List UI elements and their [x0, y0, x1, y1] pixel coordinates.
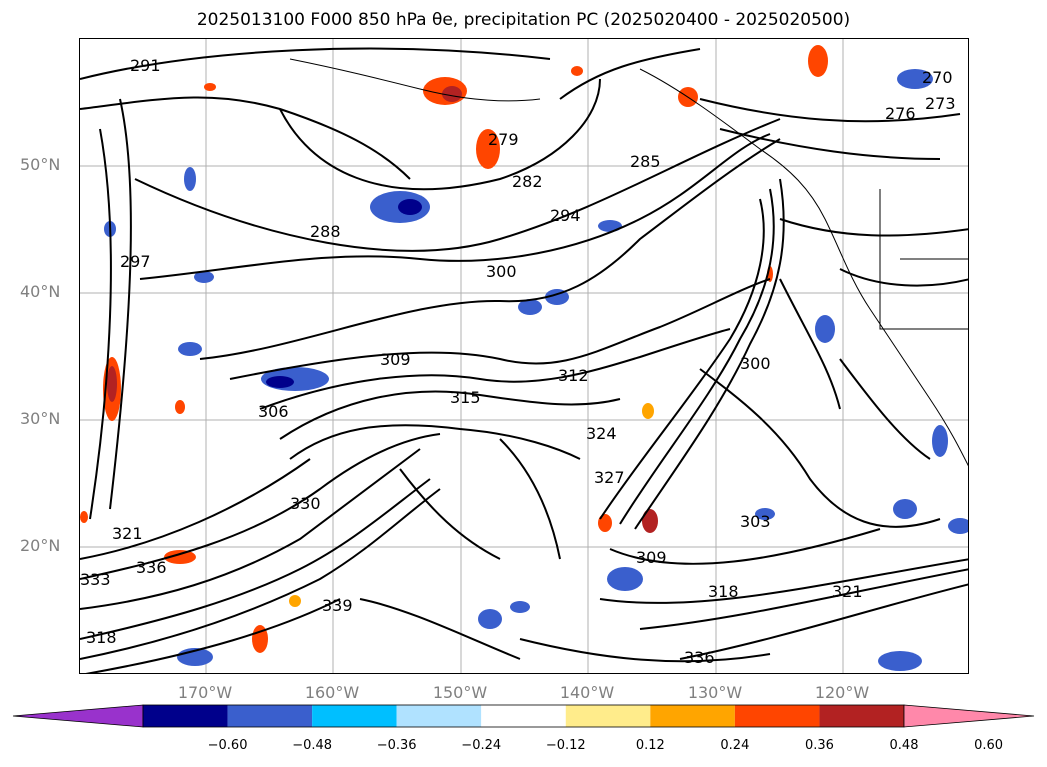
contour-label: 321: [112, 524, 143, 543]
colorbar-bin: [227, 705, 313, 727]
colorbar-bins: [142, 704, 905, 728]
colorbar-tick-label: −0.24: [461, 738, 502, 753]
lat-label-40n: 40°N: [20, 282, 61, 301]
contour-label: 276: [885, 104, 916, 123]
contour-label: 339: [322, 596, 353, 615]
contour-label: 333: [80, 570, 111, 589]
contour-labels: 291 279 282 288 285 294 297 300 312 315 …: [80, 56, 956, 667]
contour-label: 315: [450, 388, 481, 407]
contour-label: 288: [310, 222, 341, 241]
contour-label: 300: [740, 354, 771, 373]
colorbar-tick-label: 0.48: [889, 738, 919, 753]
colorbar-tick-label: −0.36: [376, 738, 417, 753]
colorbar-tick-label: −0.60: [207, 738, 248, 753]
contour-label: 324: [586, 424, 617, 443]
contour-label: 318: [86, 628, 117, 647]
colorbar-bin: [143, 705, 228, 727]
colorbar-tick-label: 0.36: [804, 738, 834, 753]
colorbar-bin: [312, 705, 397, 727]
colorbar-bin: [819, 705, 904, 727]
colorbar-over-arrow: [903, 704, 1035, 728]
contour-label: 297: [120, 252, 151, 271]
map-title: 2025013100 F000 850 hPa θe, precipitatio…: [196, 10, 851, 30]
lon-label-160w: 160°W: [304, 683, 360, 702]
lat-label-20n: 20°N: [20, 536, 61, 555]
colorbar-bin: [734, 705, 820, 727]
contour-label: 300: [486, 262, 517, 281]
contour-label: 309: [380, 350, 411, 369]
colorbar-bin: [481, 705, 566, 727]
lon-label-130w: 130°W: [687, 683, 743, 702]
colorbar-under-arrow: [12, 704, 144, 728]
contour-label: 279: [488, 130, 519, 149]
lat-label-30n: 30°N: [20, 409, 61, 428]
contour-label: 336: [684, 648, 715, 667]
lon-label-150w: 150°W: [432, 683, 488, 702]
lon-label-170w: 170°W: [177, 683, 233, 702]
contour-label: 291: [130, 56, 161, 75]
contour-label: 270: [922, 68, 953, 87]
map-canvas: 291 279 282 288 285 294 297 300 312 315 …: [80, 39, 968, 673]
contour-label: 303: [740, 512, 771, 531]
contour-label: 306: [258, 402, 289, 421]
colorbar-tick-label: 0.12: [635, 738, 665, 753]
contour-label: 330: [290, 494, 321, 513]
theta-e-contours: [80, 47, 968, 673]
contour-label: 285: [630, 152, 661, 171]
contour-label: 327: [594, 468, 625, 487]
colorbar: [12, 704, 1035, 728]
graticule: [80, 39, 968, 673]
colorbar-tick-label: 0.60: [974, 738, 1004, 753]
colorbar-bin: [650, 705, 735, 727]
contour-label: 312: [558, 366, 589, 385]
precip-positive: [80, 45, 828, 653]
colorbar-tick-label: −0.12: [545, 738, 586, 753]
colorbar-bin: [565, 705, 651, 727]
lon-label-120w: 120°W: [814, 683, 870, 702]
coastlines: [289, 58, 968, 467]
map-panel: 291 279 282 288 285 294 297 300 312 315 …: [79, 38, 969, 674]
contour-label: 321: [832, 582, 863, 601]
colorbar-bin: [396, 705, 482, 727]
contour-label: 294: [550, 206, 581, 225]
lon-label-140w: 140°W: [559, 683, 615, 702]
contour-label: 336: [136, 558, 167, 577]
contour-label: 318: [708, 582, 739, 601]
precip-negative: [104, 69, 968, 671]
contour-label: 309: [636, 548, 667, 567]
contour-label: 273: [925, 94, 956, 113]
contour-label: 282: [512, 172, 543, 191]
lat-label-50n: 50°N: [20, 155, 61, 174]
colorbar-tick-label: 0.24: [720, 738, 750, 753]
colorbar-tick-label: −0.48: [292, 738, 333, 753]
